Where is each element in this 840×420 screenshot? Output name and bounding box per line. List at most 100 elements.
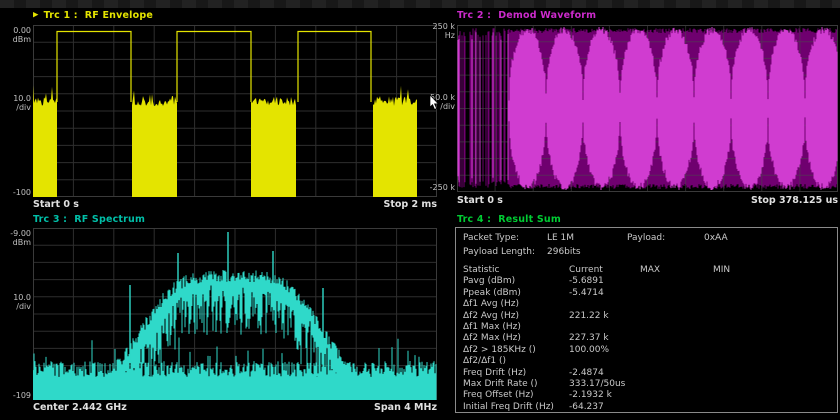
cell: 0xAA — [704, 231, 837, 245]
trc2-plot[interactable] — [457, 25, 838, 192]
trc3-center-label: Center 2.442 GHz — [33, 402, 127, 413]
cell — [569, 322, 640, 333]
cell: -5.6891 — [569, 276, 640, 287]
cell: Δf2 Avg (Hz) — [463, 311, 569, 322]
cell: LE 1M — [547, 231, 627, 245]
cell: 333.17/50us — [569, 379, 640, 390]
result-stat-row: Max Drift Rate ()333.17/50us — [456, 379, 837, 390]
trc1-title[interactable]: ▶ Trc 1 : RF Envelope — [33, 8, 153, 22]
trc2-name: Trc 2 : — [457, 10, 491, 21]
cell — [640, 379, 713, 390]
analyzer-screen: ▶ Trc 1 : RF Envelope 0.00 dBm 10.0 /div… — [0, 0, 840, 420]
cell: Max Drift Rate () — [463, 379, 569, 390]
trc1-name: Trc 1 : — [44, 10, 78, 21]
cell: Packet Type: — [463, 231, 547, 245]
result-stat-row: Pavg (dBm)-5.6891 — [456, 276, 837, 287]
top-toolbar-strip — [0, 0, 840, 8]
cell: Ppeak (dBm) — [463, 288, 569, 299]
trc3-axis-mid: 10.0 /div — [0, 293, 31, 311]
cell — [713, 333, 837, 344]
cell — [713, 379, 837, 390]
cell — [627, 245, 704, 259]
cell — [640, 322, 713, 333]
cell — [713, 402, 837, 413]
cell: Δf1 Max (Hz) — [463, 322, 569, 333]
result-stat-row: Initial Freq Drift (Hz)-64.237 — [456, 402, 837, 413]
trc1-stop-label: Stop 2 ms — [384, 199, 438, 210]
cell: Initial Freq Drift (Hz) — [463, 402, 569, 413]
cell — [569, 299, 640, 310]
cell: 100.00% — [569, 345, 640, 356]
trc2-title[interactable]: Trc 2 : Demod Waveform — [457, 8, 596, 22]
cell: Δf1 Avg (Hz) — [463, 299, 569, 310]
trc4-title[interactable]: Trc 4 : Result Sum — [457, 212, 561, 226]
trc3-axis-top: -9.00 dBm — [0, 229, 31, 247]
result-header-row: StatisticCurrentMAXMIN — [456, 265, 837, 276]
cell — [713, 311, 837, 322]
trc2-stop-label: Stop 378.125 us — [751, 195, 838, 206]
cell: -2.4874 — [569, 368, 640, 379]
trc1-trace-label: RF Envelope — [85, 10, 153, 21]
cell: Δf2 Max (Hz) — [463, 333, 569, 344]
trc3-title[interactable]: Trc 3 : RF Spectrum — [33, 212, 145, 226]
cell: Freq Offset (Hz) — [463, 390, 569, 401]
cell — [704, 245, 837, 259]
cell: 296bits — [547, 245, 627, 259]
trc1-axis-mid: 10.0 /div — [0, 94, 31, 112]
cell: Payload: — [627, 231, 704, 245]
trc2-start-label: Start 0 s — [457, 195, 503, 206]
rf-spectrum-waveform — [33, 228, 437, 400]
cell — [640, 299, 713, 310]
cell: -64.237 — [569, 402, 640, 413]
trc3-xlabels: Center 2.442 GHz Span 4 MHz — [33, 402, 437, 413]
cell — [713, 368, 837, 379]
trc4-name: Trc 4 : — [457, 214, 491, 225]
result-stat-row: Δf1 Max (Hz) — [456, 322, 837, 333]
result-stat-row: Δf2 Avg (Hz)221.22 k — [456, 311, 837, 322]
result-info-row: Payload Length:296bits — [456, 245, 837, 259]
cell — [713, 299, 837, 310]
trc3-name: Trc 3 : — [33, 214, 67, 225]
result-stat-row: Δf2 > 185KHz ()100.00% — [456, 345, 837, 356]
trc2-axis-bottom: -250 k — [414, 183, 455, 192]
trc2-xlabels: Start 0 s Stop 378.125 us — [457, 195, 838, 206]
cell — [640, 276, 713, 287]
cell: -5.4714 — [569, 288, 640, 299]
trc1-axis-bottom: -100 — [0, 188, 31, 197]
result-stat-row: Freq Offset (Hz)-2.1932 k — [456, 390, 837, 401]
cell: Current — [569, 265, 640, 276]
trc3-span-label: Span 4 MHz — [374, 402, 437, 413]
cell — [713, 345, 837, 356]
trc3-axis-bottom: -109 — [0, 391, 31, 400]
trc3-trace-label: RF Spectrum — [74, 214, 145, 225]
trc3-plot[interactable] — [33, 228, 437, 400]
result-stat-row: Ppeak (dBm)-5.4714 — [456, 288, 837, 299]
trc2-axis-top: 250 k Hz — [414, 22, 455, 40]
cell — [640, 345, 713, 356]
cell — [713, 288, 837, 299]
cell: Pavg (dBm) — [463, 276, 569, 287]
demod-waveform — [457, 25, 838, 192]
trc1-plot[interactable] — [33, 25, 437, 197]
cell: Freq Drift (Hz) — [463, 368, 569, 379]
cell: 221.22 k — [569, 311, 640, 322]
cell — [713, 390, 837, 401]
cell — [713, 356, 837, 367]
cell: Payload Length: — [463, 245, 547, 259]
cell — [640, 390, 713, 401]
cell: Δf2/Δf1 () — [463, 356, 569, 367]
mouse-cursor-icon — [429, 95, 441, 111]
result-stat-row: Freq Drift (Hz)-2.4874 — [456, 368, 837, 379]
cell — [640, 368, 713, 379]
cell — [640, 288, 713, 299]
trc1-axis-top: 0.00 dBm — [0, 26, 31, 44]
cell — [640, 333, 713, 344]
result-stat-row: Δf2 Max (Hz)227.37 k — [456, 333, 837, 344]
result-stat-row: Δf1 Avg (Hz) — [456, 299, 837, 310]
result-summary-table: Packet Type:LE 1MPayload:0xAAPayload Len… — [455, 227, 838, 413]
rf-envelope-waveform — [33, 25, 437, 197]
trace-marker-icon: ▶ — [33, 11, 39, 19]
result-info-row: Packet Type:LE 1MPayload:0xAA — [456, 231, 837, 245]
cell: Δf2 > 185KHz () — [463, 345, 569, 356]
result-stat-row: Δf2/Δf1 () — [456, 356, 837, 367]
